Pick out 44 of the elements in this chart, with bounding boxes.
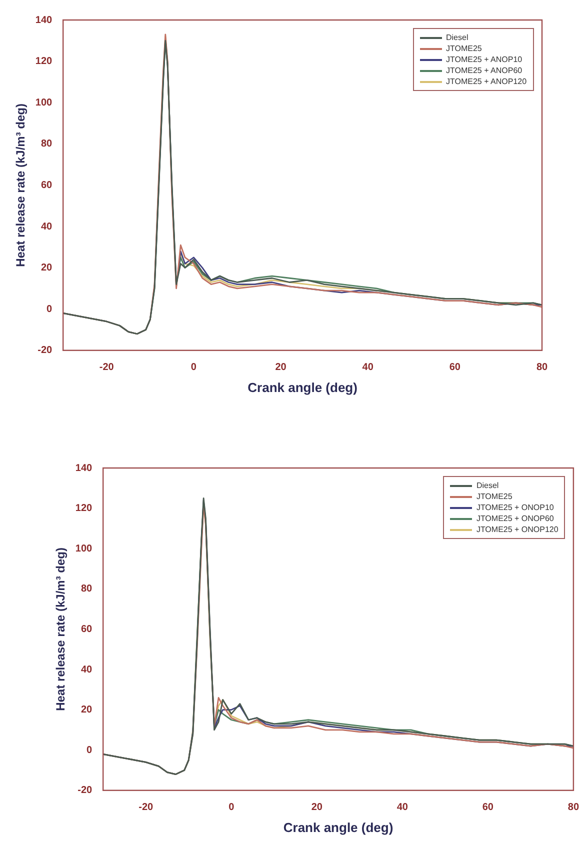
legend-label: JTOME25 + ANOP60 <box>446 66 522 75</box>
legend-label: JTOME25 + ONOP60 <box>476 514 554 523</box>
y-tick-label: 0 <box>86 744 93 756</box>
y-tick-label: 20 <box>40 262 53 274</box>
legend-label: JTOME25 + ANOP10 <box>446 55 522 64</box>
y-tick-label: 120 <box>35 56 53 68</box>
x-tick-label: 20 <box>311 802 323 814</box>
y-axis-title: Heat release rate (kJ/m³ deg) <box>54 547 68 711</box>
y-tick-label: 60 <box>40 180 53 191</box>
y-tick-label: 40 <box>40 221 53 232</box>
legend-label: JTOME25 <box>446 44 482 53</box>
x-tick-label: -20 <box>138 802 154 814</box>
y-tick-label: 120 <box>75 503 93 514</box>
y-tick-label: 100 <box>75 543 93 554</box>
legend-label: JTOME25 + ONOP10 <box>476 503 554 512</box>
y-tick-label: 0 <box>46 304 53 315</box>
x-tick-label: 80 <box>568 802 580 814</box>
y-tick-label: 100 <box>35 97 53 108</box>
x-tick-label: 40 <box>362 362 374 374</box>
y-tick-label: -20 <box>78 785 93 796</box>
x-axis-title: Crank angle (deg) <box>248 380 358 395</box>
x-tick-label: 60 <box>449 362 461 374</box>
x-tick-label: 0 <box>190 362 197 374</box>
y-tick-label: 140 <box>75 462 93 474</box>
y-tick-label: 20 <box>80 704 93 716</box>
y-tick-label: -20 <box>38 345 53 356</box>
legend-label: Diesel <box>446 33 468 42</box>
x-tick-label: -20 <box>99 362 114 374</box>
x-tick-label: 40 <box>396 802 408 814</box>
y-tick-label: 60 <box>80 624 93 635</box>
y-tick-label: 140 <box>35 14 53 26</box>
x-tick-label: 60 <box>482 802 494 814</box>
legend-label: JTOME25 + ANOP120 <box>446 77 527 86</box>
x-tick-label: 80 <box>536 362 548 374</box>
legend-label: JTOME25 <box>476 492 512 501</box>
y-axis-title: Heat release rate (kJ/m³ deg) <box>14 103 28 267</box>
legend-label: JTOME25 + ONOP120 <box>476 525 558 534</box>
y-tick-label: 80 <box>40 138 53 150</box>
x-tick-label: 0 <box>228 802 235 814</box>
x-axis-title: Crank angle (deg) <box>283 820 394 835</box>
y-tick-label: 40 <box>80 664 93 676</box>
x-tick-label: 20 <box>275 362 287 374</box>
y-tick-label: 80 <box>80 584 93 595</box>
legend-label: Diesel <box>476 481 499 490</box>
